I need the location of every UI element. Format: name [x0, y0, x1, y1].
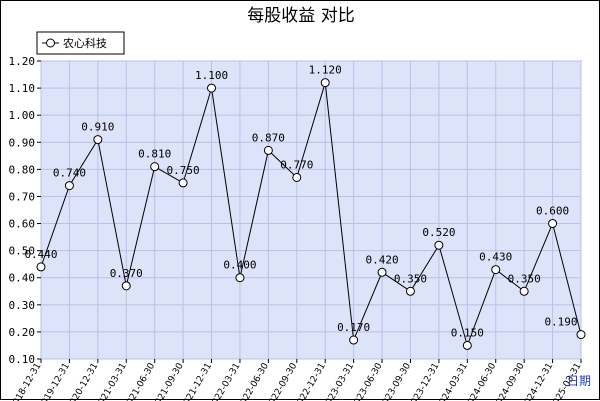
y-tick-label: 0.60 [9, 218, 36, 231]
data-label: 0.520 [422, 226, 455, 239]
data-point [37, 263, 45, 271]
x-tick-label: 2018-12-31 [9, 362, 44, 401]
data-label: 0.420 [365, 253, 398, 266]
data-label: 0.430 [479, 251, 512, 264]
y-axis-ticks: 0.100.200.300.400.500.600.700.800.901.00… [9, 55, 42, 366]
y-tick-label: 1.10 [9, 82, 36, 95]
data-point [236, 274, 244, 282]
data-label: 1.120 [309, 64, 342, 77]
data-point [463, 341, 471, 349]
y-tick-label: 0.70 [9, 190, 36, 203]
legend-entry: 农心科技 [63, 36, 107, 50]
data-label: 0.600 [536, 205, 569, 218]
y-tick-label: 0.80 [9, 163, 36, 176]
data-label: 0.740 [53, 167, 86, 180]
legend-marker-icon [47, 39, 55, 47]
plot-area [41, 61, 581, 359]
data-point [151, 163, 159, 171]
data-point [406, 287, 414, 295]
y-tick-label: 0.30 [9, 299, 36, 312]
data-label: 0.910 [81, 121, 114, 134]
data-point [321, 79, 329, 87]
data-point [122, 282, 130, 290]
data-point [179, 179, 187, 187]
data-label: 0.170 [337, 321, 370, 334]
y-tick-label: 0.40 [9, 272, 36, 285]
y-tick-label: 0.20 [9, 326, 36, 339]
y-tick-label: 0.10 [9, 353, 36, 366]
data-label: 0.350 [394, 272, 427, 285]
data-label: 0.810 [138, 148, 171, 161]
y-tick-label: 1.20 [9, 55, 36, 68]
chart-title: 每股收益 对比 [247, 6, 354, 26]
data-point [577, 331, 585, 339]
x-axis-corner-label: 日期 [567, 374, 591, 388]
data-label: 0.150 [451, 326, 484, 339]
data-label: 0.400 [223, 259, 256, 272]
data-label: 0.350 [508, 272, 541, 285]
data-label: 0.750 [167, 164, 200, 177]
data-label: 0.370 [110, 267, 143, 280]
data-point [435, 241, 443, 249]
data-point [293, 173, 301, 181]
data-point [65, 182, 73, 190]
data-point [350, 336, 358, 344]
data-point [264, 146, 272, 154]
y-tick-label: 0.90 [9, 136, 36, 149]
data-point [492, 266, 500, 274]
data-label: 0.440 [24, 248, 57, 261]
data-label: 1.100 [195, 69, 228, 82]
data-label: 0.770 [280, 158, 313, 171]
legend: 农心科技 [37, 32, 124, 54]
data-point [208, 84, 216, 92]
x-axis-ticks: 2018-12-312019-12-312020-12-312021-03-31… [9, 359, 584, 401]
data-point [94, 136, 102, 144]
data-point [378, 268, 386, 276]
data-label: 0.870 [252, 131, 285, 144]
y-tick-label: 1.00 [9, 109, 36, 122]
data-label: 0.190 [544, 316, 577, 329]
data-point [549, 220, 557, 228]
data-point [520, 287, 528, 295]
